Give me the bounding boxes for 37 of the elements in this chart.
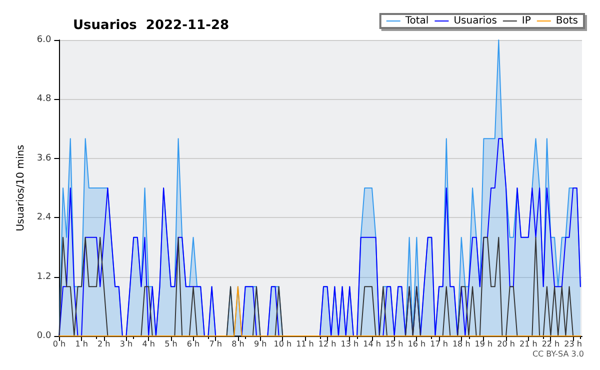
x-tick-label: 23 h (564, 340, 582, 348)
x-tick-label: 1 h (75, 340, 88, 348)
x-tick-label: 18 h (452, 340, 470, 348)
x-tick-label: 3 h (120, 340, 133, 348)
y-tick-label: 3.6 (36, 153, 52, 164)
legend-label: IP (522, 16, 531, 26)
x-tick-label: 16 h (408, 340, 426, 348)
y-tick-label: 0.0 (36, 331, 52, 341)
x-tick-label: 19 h (474, 340, 493, 348)
x-tick-label: 12 h (318, 340, 336, 348)
x-tick-label: 17 h (430, 340, 448, 348)
y-tick-label: 2.4 (36, 212, 52, 223)
legend-label: Bots (556, 16, 578, 26)
x-tick-label: 9 h (254, 340, 267, 348)
x-tick-label: 15 h (385, 340, 404, 348)
chart-title: Usuarios 2022-11-28 (73, 18, 230, 33)
x-tick-label: 6 h (186, 340, 200, 348)
x-tick-label: 13 h (340, 340, 359, 348)
x-tick-label: 2 h (98, 340, 110, 348)
x-tick-label: 4 h (142, 340, 155, 348)
y-tick-label: 6.0 (36, 35, 52, 45)
x-tick-label: 7 h (209, 340, 222, 348)
y-axis-title: Usuarios/10 mins (16, 144, 26, 232)
x-tick-label: 11 h (296, 340, 314, 348)
x-tick-label: 20 h (497, 340, 515, 348)
x-tick-label: 5 h (164, 340, 178, 348)
y-tick-label: 4.8 (36, 94, 52, 104)
y-tick-label: 1.2 (36, 272, 52, 282)
x-tick-label: 22 h (542, 340, 560, 348)
x-tick-label: 10 h (274, 340, 292, 348)
x-tick-label: 14 h (363, 340, 381, 348)
legend-label: Usuarios (454, 16, 497, 26)
text: CC BY-SA 3.0 (532, 350, 584, 358)
x-tick-label: 0 h (52, 340, 66, 348)
legend-label: Total (404, 16, 429, 26)
x-tick-label: 8 h (232, 340, 244, 348)
x-tick-label: 21 h (519, 340, 538, 348)
